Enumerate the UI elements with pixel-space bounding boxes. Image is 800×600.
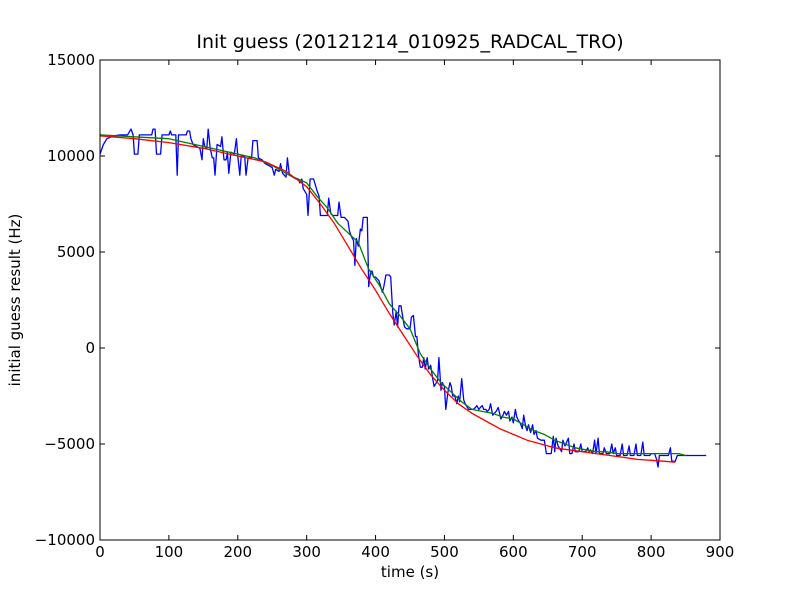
- y-tick-label: 0: [85, 339, 95, 357]
- x-tick-label: 600: [499, 543, 528, 561]
- chart-title: Init guess (20121214_010925_RADCAL_TRO): [196, 31, 623, 53]
- plot-frame: [99, 59, 721, 541]
- x-tick-label: 100: [155, 543, 184, 561]
- y-tick-label: 5000: [57, 243, 95, 261]
- x-tick-label: 900: [706, 543, 735, 561]
- x-tick-label: 500: [430, 543, 459, 561]
- x-axis-label: time (s): [381, 563, 439, 581]
- series-layer: [99, 128, 707, 468]
- y-tick-label: 15000: [47, 51, 95, 69]
- series-line-2: [99, 134, 686, 457]
- series-line-3: [99, 135, 676, 463]
- y-axis-label: initial guess result (Hz): [6, 214, 24, 387]
- y-tick-label: −10000: [35, 531, 95, 549]
- tick-layer: 0 100 200 300 400 500 600 700 800 900 15000 10000 50…: [35, 51, 735, 561]
- y-tick-label: 10000: [47, 147, 95, 165]
- plot-area: [100, 60, 720, 540]
- x-tick-label: 700: [568, 543, 597, 561]
- y-tick-label: −5000: [44, 435, 95, 453]
- x-tick-label: 800: [637, 543, 666, 561]
- x-tick-label: 400: [361, 543, 390, 561]
- x-tick-label: 0: [95, 543, 105, 561]
- series-line-1: [99, 128, 707, 468]
- x-tick-label: 300: [292, 543, 321, 561]
- x-tick-label: 200: [223, 543, 252, 561]
